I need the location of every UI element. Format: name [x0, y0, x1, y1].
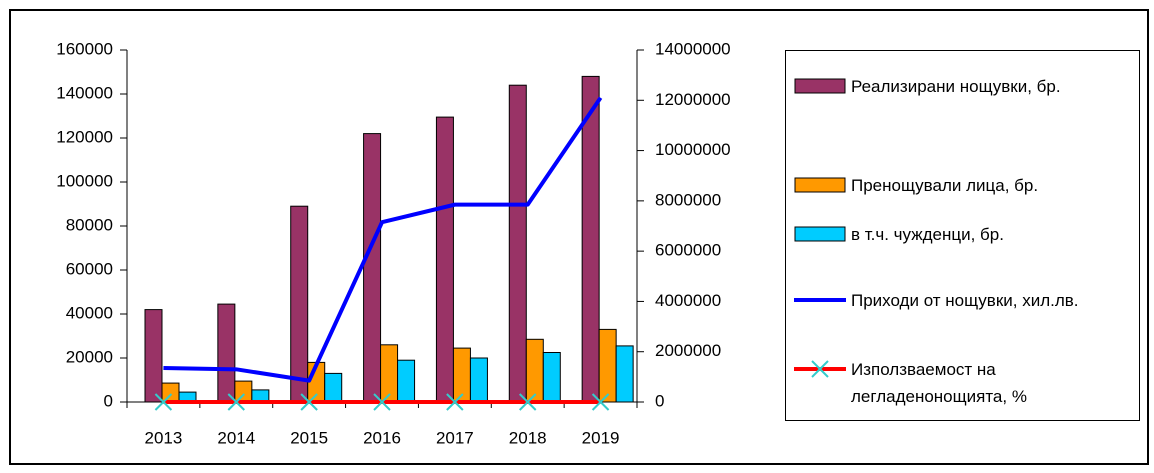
y-tick-label: 160000 — [56, 39, 113, 58]
legend-label: Пренощували лица, бр. — [851, 176, 1039, 195]
marker — [519, 393, 537, 411]
legend-entry: Използваемост на легладенонощията, % — [794, 356, 1086, 410]
legend-entry: Приходи от нощувки, хил.лв. — [794, 287, 1086, 314]
bar — [290, 205, 309, 403]
y2-tick-label: 10000000 — [655, 140, 731, 159]
x-tick-label: 2019 — [582, 428, 620, 447]
y2-tick-label: 12000000 — [655, 90, 731, 109]
bar — [234, 380, 253, 403]
x-tick-label: 2015 — [290, 428, 328, 447]
bar — [324, 372, 343, 403]
y2-tick-label: 2000000 — [655, 341, 721, 360]
marker — [227, 393, 245, 411]
bar — [217, 303, 236, 403]
legend-entry: Реализирани нощувки, бр. — [794, 73, 1086, 100]
x-tick-label: 2018 — [509, 428, 547, 447]
y2-tick-label: 14000000 — [655, 39, 731, 58]
bar — [397, 359, 416, 403]
legend-label: Реализирани нощувки, бр. — [851, 77, 1061, 96]
y2-tick-label: 6000000 — [655, 241, 721, 260]
marker — [373, 393, 391, 411]
bar — [598, 328, 617, 403]
bar — [161, 382, 180, 403]
legend-swatch — [794, 177, 846, 193]
bar — [508, 84, 527, 403]
x-tick-label: 2013 — [145, 428, 183, 447]
bar — [144, 309, 163, 403]
bar — [542, 352, 561, 403]
y-tick-label: 60000 — [66, 259, 113, 278]
y-tick-label: 40000 — [66, 303, 113, 322]
bar — [435, 116, 454, 403]
legend-swatch — [794, 78, 846, 94]
legend: Реализирани нощувки, бр. Пренощували лица… — [785, 50, 1140, 421]
y-tick-label: 20000 — [66, 347, 113, 366]
legend-entry: Пренощували лица, бр. — [794, 172, 1086, 199]
x-tick-label: 2014 — [217, 428, 255, 447]
legend-swatch — [794, 360, 846, 378]
y2-tick-label: 0 — [655, 391, 664, 410]
legend-entry: в т.ч. чужденци, бр. — [794, 221, 1086, 248]
marker — [591, 393, 610, 411]
y2-tick-label: 4000000 — [655, 291, 721, 310]
y-tick-label: 120000 — [56, 127, 113, 146]
bar — [380, 344, 399, 403]
legend-label: в т.ч. чужденци, бр. — [851, 225, 1004, 244]
legend-box — [794, 177, 846, 193]
bar — [581, 75, 600, 403]
bar — [469, 357, 488, 403]
y-tick-label: 80000 — [66, 215, 113, 234]
legend-box — [794, 78, 846, 94]
legend-label: Използваемост на легладенонощията, % — [851, 360, 1027, 406]
x-tick-label: 2016 — [363, 428, 401, 447]
y-tick-label: 100000 — [56, 171, 113, 190]
legend-swatch — [794, 226, 846, 242]
legend-box — [794, 226, 846, 242]
line-series — [163, 96, 603, 383]
marker — [300, 393, 318, 411]
bar — [363, 133, 382, 403]
y-tick-label: 140000 — [56, 83, 113, 102]
bar — [525, 338, 544, 403]
legend-marker — [811, 360, 829, 378]
legend-label: Приходи от нощувки, хил.лв. — [851, 291, 1079, 310]
bar — [615, 345, 634, 403]
legend-swatch — [794, 298, 846, 302]
marker — [154, 393, 173, 411]
x-tick-label: 2017 — [436, 428, 474, 447]
y-tick-label: 0 — [104, 391, 113, 410]
y2-tick-label: 8000000 — [655, 190, 721, 209]
marker — [446, 393, 464, 411]
